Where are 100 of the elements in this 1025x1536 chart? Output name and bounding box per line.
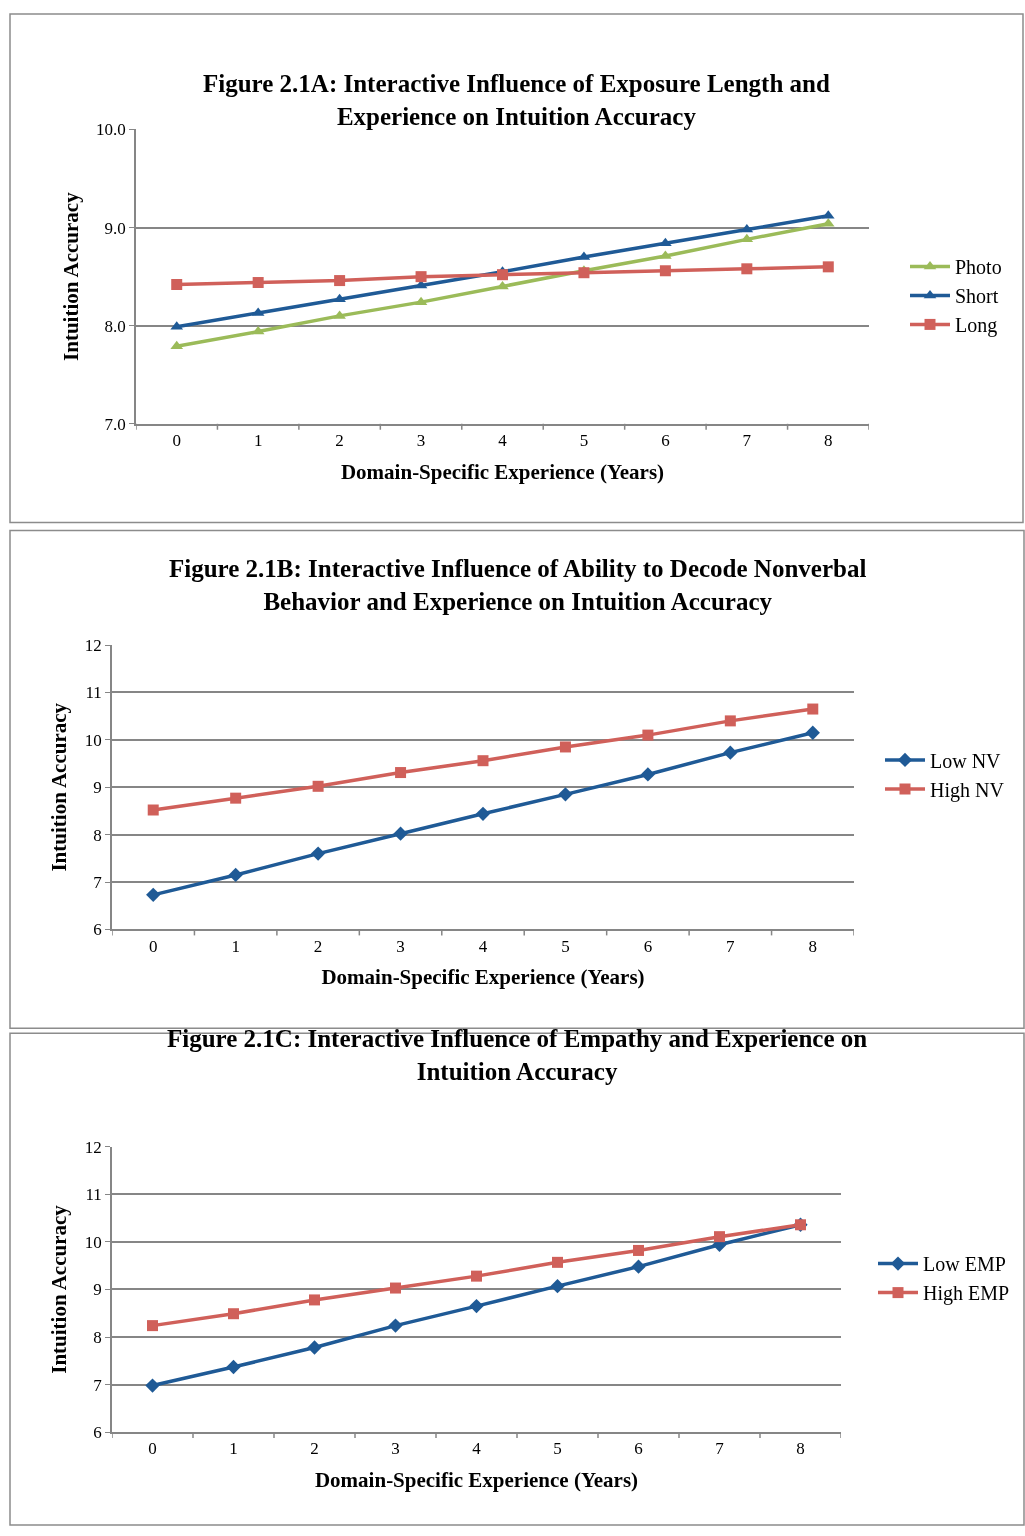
chart-title: Figure 2.1A: Interactive Influence of Exposure Length and Experience on Intuition Accuracy [203, 70, 830, 130]
y-tick-label: 10.0 [96, 120, 126, 140]
point [497, 269, 508, 281]
legend-label: Long [955, 314, 998, 338]
point [496, 280, 509, 290]
y-tick-label: 8.0 [104, 316, 126, 336]
point [741, 263, 753, 275]
x-tick-label: 1 [231, 936, 240, 956]
point [633, 1244, 644, 1256]
point [252, 277, 264, 289]
x-tick-label: 6 [643, 936, 653, 956]
y-tick-label: 11 [85, 1185, 102, 1205]
y-axis-title: Intuition Accuracy [47, 702, 72, 872]
point [578, 267, 590, 279]
x-tick-label: 0 [172, 430, 181, 450]
x-tick-label: 2 [313, 936, 323, 956]
point [477, 755, 489, 767]
legend-label: High EMP [923, 1282, 1010, 1306]
y-tick-label: 10 [84, 1232, 102, 1252]
point [147, 1320, 158, 1332]
point [805, 725, 820, 740]
point [714, 1231, 725, 1243]
point [147, 804, 159, 816]
x-tick-label: 5 [553, 1439, 562, 1459]
point [475, 806, 491, 821]
x-axis-title: Domain-Specific Experience (Years) [321, 965, 645, 990]
point [146, 887, 161, 903]
x-tick-label: 3 [396, 936, 405, 956]
x-tick-label: 6 [634, 1439, 643, 1459]
point [807, 703, 819, 715]
point [170, 340, 184, 350]
y-tick-label: 8 [93, 1327, 102, 1347]
x-tick-label: 4 [472, 1439, 482, 1459]
x-tick-label: 3 [391, 1439, 400, 1459]
point [310, 846, 326, 861]
point [312, 780, 324, 792]
point [642, 729, 654, 741]
y-tick-label: 12 [84, 1137, 102, 1157]
y-tick-label: 7 [93, 873, 103, 893]
point [145, 1378, 160, 1393]
point [723, 745, 738, 760]
x-tick-label: 1 [253, 430, 263, 450]
point [171, 279, 183, 290]
legend-label: High NV [930, 778, 1005, 802]
point [228, 1308, 239, 1320]
y-tick-label: 6 [93, 920, 102, 940]
y-axis-title: Intuition Accuracy [47, 1204, 72, 1374]
point [228, 867, 243, 883]
y-tick-label: 9 [93, 1280, 102, 1300]
x-tick-label: 5 [579, 430, 589, 450]
x-axis-title: Domain-Specific Experience (Years) [314, 1468, 639, 1493]
y-tick-label: 10 [84, 730, 102, 750]
x-tick-label: 2 [310, 1439, 319, 1459]
point [395, 767, 407, 779]
y-axis-title: Intuition Accuracy [58, 191, 83, 361]
x-tick-label: 0 [148, 936, 158, 956]
x-tick-label: 6 [661, 430, 670, 450]
legend-label: Short [955, 285, 999, 308]
x-tick-label: 7 [715, 1439, 725, 1459]
point [559, 741, 571, 753]
y-tick-label: 6 [93, 1423, 102, 1443]
legend-label: Low EMP [923, 1253, 1006, 1276]
point [740, 233, 754, 243]
y-tick-label: 9.0 [104, 218, 126, 238]
point [393, 826, 408, 841]
point [226, 1359, 241, 1375]
x-tick-label: 8 [808, 936, 818, 956]
legend-label: Photo [955, 256, 1002, 279]
point [822, 261, 834, 273]
point [307, 1340, 322, 1355]
x-axis-title: Domain-Specific Experience (Years) [340, 459, 665, 484]
point [640, 767, 656, 782]
x-tick-label: 8 [796, 1439, 805, 1459]
point [388, 1318, 403, 1333]
y-tick-label: 7 [93, 1375, 103, 1395]
y-tick-label: 12 [84, 635, 102, 655]
y-tick-label: 11 [85, 683, 102, 703]
x-tick-label: 2 [335, 430, 344, 450]
point [471, 1270, 482, 1282]
x-tick-label: 7 [742, 430, 752, 450]
point [334, 275, 346, 287]
x-tick-label: 3 [416, 430, 426, 450]
point [552, 1256, 563, 1268]
x-tick-label: 5 [561, 936, 570, 956]
legend-label: Low NV [930, 749, 1002, 772]
point [469, 1298, 484, 1314]
y-tick-label: 7.0 [104, 414, 126, 434]
point [550, 1278, 565, 1294]
point [631, 1259, 646, 1274]
point [659, 265, 671, 277]
x-tick-label: 7 [726, 936, 736, 956]
x-tick-label: 8 [824, 430, 833, 450]
point [724, 715, 736, 727]
x-tick-label: 4 [478, 936, 488, 956]
point [659, 237, 672, 247]
x-tick-label: 4 [498, 430, 508, 450]
point [415, 271, 427, 283]
point [309, 1294, 320, 1306]
x-tick-label: 1 [229, 1439, 238, 1459]
point [558, 787, 573, 802]
